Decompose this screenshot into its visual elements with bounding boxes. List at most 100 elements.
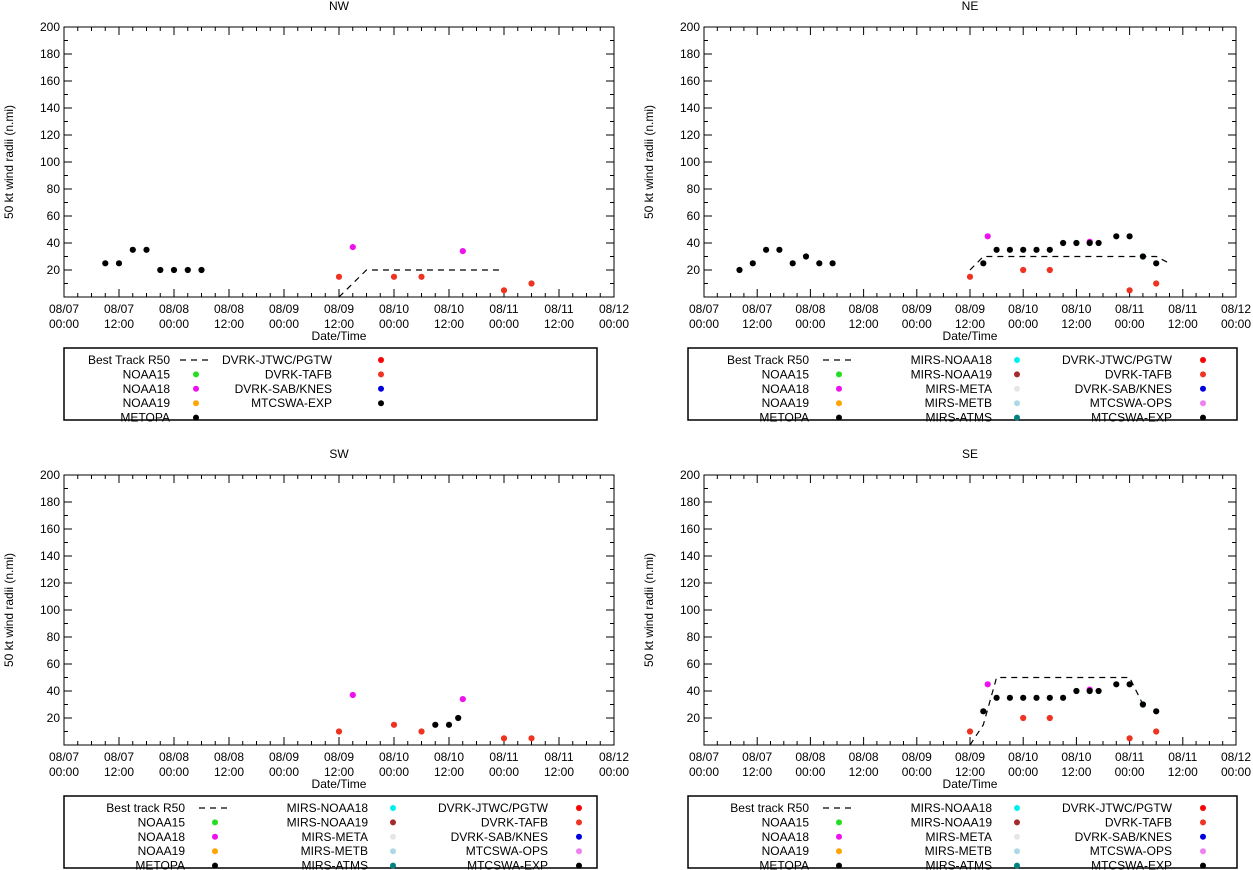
- legend-item: METOPA: [120, 411, 199, 425]
- plot-frame: [63, 474, 615, 746]
- x-tick-time: 12:00: [1168, 765, 1198, 779]
- legend-dot-marker: [390, 862, 396, 869]
- x-tick-date: 08/09: [902, 750, 932, 764]
- x-tick-date: 08/08: [795, 302, 825, 316]
- legend-label: MTCSWA-EXP: [467, 859, 548, 870]
- legend-label: MIRS-METB: [925, 844, 992, 858]
- legend-label: Best track R50: [730, 801, 809, 815]
- x-axis: 08/0700:0008/0712:0008/0800:0008/0812:00…: [49, 27, 629, 331]
- legend-item: NOAA15: [123, 367, 199, 381]
- legend-item: Best track R50: [106, 801, 231, 815]
- y-tick-label: 120: [40, 576, 60, 590]
- legend-label: DVRK-TAFB: [481, 815, 548, 829]
- legend-item: DVRK-SAB/KNES: [451, 830, 582, 844]
- legend-dot-marker: [378, 357, 384, 363]
- chart-title: SE: [962, 447, 978, 461]
- legend-item: MTCSWA-EXP: [1091, 859, 1206, 870]
- data-point: [1113, 681, 1120, 688]
- best-track-line: [969, 676, 1144, 745]
- legend-item: MTCSWA-EXP: [251, 396, 384, 410]
- data-point: [1033, 246, 1040, 253]
- x-tick-date: 08/09: [269, 750, 299, 764]
- x-tick-time: 00:00: [159, 317, 189, 331]
- x-tick-time: 12:00: [849, 765, 879, 779]
- x-tick-date: 08/10: [1008, 302, 1038, 316]
- legend-box: [63, 347, 598, 421]
- data-point: [129, 246, 136, 253]
- legend-dot-marker: [390, 848, 396, 855]
- legend-dot-marker: [1200, 400, 1206, 407]
- y-axis: 20 40 60 80 100 120 140 160 180 200: [40, 20, 614, 284]
- x-tick-time: 00:00: [795, 765, 825, 779]
- data-point: [816, 260, 823, 267]
- legend-label: METOPA: [120, 411, 170, 425]
- y-tick-label: 120: [680, 128, 700, 142]
- legend-item: METOPA: [759, 411, 842, 425]
- plot-data: [102, 244, 535, 297]
- y-tick-label: 160: [40, 522, 60, 536]
- series-dvrk-tafb: [966, 266, 1160, 294]
- y-tick-label: 200: [40, 468, 60, 482]
- legend-dot-marker: [1200, 805, 1206, 811]
- legend-label: DVRK-JTWC/PGTW: [1062, 353, 1173, 367]
- x-tick-time: 12:00: [214, 765, 244, 779]
- y-tick-label: 160: [680, 74, 700, 88]
- legend-item: MIRS-ATMS: [926, 411, 1020, 425]
- x-tick-date: 08/09: [955, 750, 985, 764]
- legend-item: NOAA18: [123, 382, 199, 396]
- y-axis: 20 40 60 80 100 120 140 160 180 200: [40, 468, 614, 732]
- x-tick-date: 08/11: [489, 302, 518, 316]
- legend-item: MIRS-META: [302, 830, 396, 844]
- data-point: [1020, 246, 1027, 253]
- legend-item: DVRK-TAFB: [1105, 815, 1206, 829]
- data-point: [763, 246, 770, 253]
- series-mtcswa-exp: [980, 233, 1160, 267]
- x-tick-date: 08/09: [269, 302, 299, 316]
- x-tick-date: 08/10: [1008, 750, 1038, 764]
- legend-item: DVRK-TAFB: [1105, 367, 1206, 381]
- data-point: [1046, 266, 1053, 274]
- y-tick-label: 20: [687, 711, 701, 725]
- x-axis: 08/0700:0008/0712:0008/0800:0008/0812:00…: [689, 475, 1251, 779]
- data-point: [749, 260, 756, 267]
- data-point: [500, 287, 508, 294]
- x-tick-date: 08/10: [1061, 750, 1091, 764]
- data-point: [459, 248, 466, 255]
- legend-label: DVRK-JTWC/PGTW: [222, 353, 333, 367]
- legend-label: DVRK-JTWC/PGTW: [438, 801, 549, 815]
- x-tick-date: 08/12: [599, 750, 629, 764]
- x-tick-time: 00:00: [1221, 317, 1251, 331]
- data-point: [993, 246, 1000, 253]
- data-point: [1139, 253, 1146, 260]
- legend-item: Best Track R50: [88, 353, 212, 367]
- data-point: [1113, 233, 1120, 240]
- y-tick-label: 40: [47, 684, 61, 698]
- legend-label: MIRS-NOAA18: [911, 801, 993, 815]
- legend-dot-marker: [836, 833, 842, 840]
- y-tick-label: 20: [47, 263, 61, 277]
- legend-item: MIRS-NOAA18: [287, 801, 396, 815]
- data-point: [349, 691, 356, 699]
- best-track-line: [338, 269, 504, 297]
- legend-item: Best Track R50: [727, 353, 855, 367]
- legend-item: MTCSWA-OPS: [466, 844, 582, 858]
- y-tick-label: 200: [40, 20, 60, 34]
- legend-label: NOAA19: [123, 396, 171, 410]
- x-tick-time: 12:00: [214, 317, 244, 331]
- y-tick-label: 100: [680, 155, 700, 169]
- y-tick-label: 100: [680, 603, 700, 617]
- x-axis-label: Date/Time: [943, 329, 998, 343]
- legend-item: MIRS-NOAA18: [911, 353, 1020, 367]
- x-tick-date: 08/11: [1115, 750, 1144, 764]
- data-point: [455, 714, 462, 722]
- data-point: [528, 280, 535, 287]
- legend-item: MIRS-METB: [301, 844, 396, 858]
- x-tick-date: 08/12: [1221, 302, 1251, 316]
- legend-label: MTCSWA-OPS: [1090, 844, 1172, 858]
- x-tick-time: 00:00: [159, 765, 189, 779]
- legend-item: MIRS-META: [926, 830, 1020, 844]
- series-dvrk-tafb: [966, 714, 1160, 742]
- legend-label: Best track R50: [106, 801, 185, 815]
